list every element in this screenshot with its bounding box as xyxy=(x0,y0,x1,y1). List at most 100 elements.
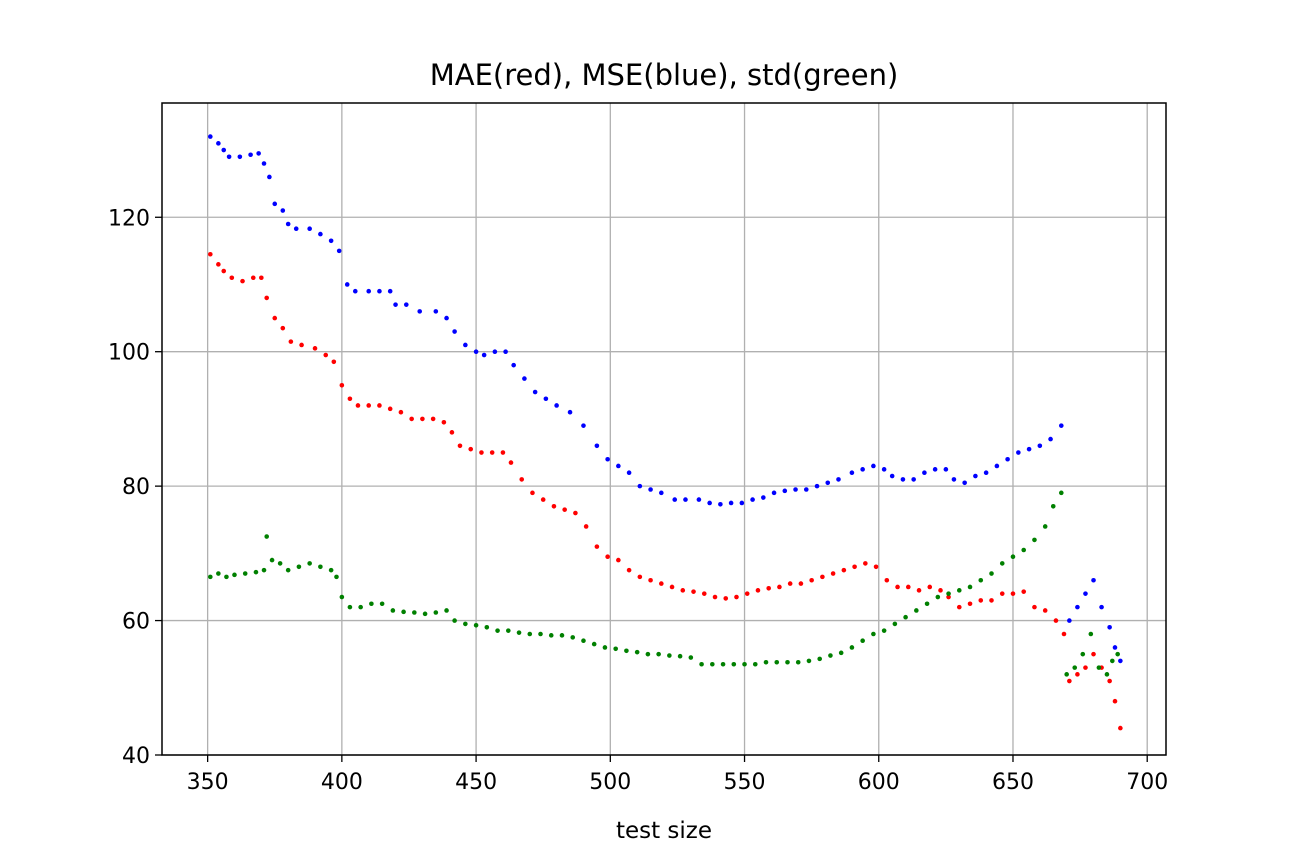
data-point xyxy=(763,659,769,665)
data-point xyxy=(820,574,825,580)
data-point xyxy=(401,609,406,615)
data-point xyxy=(728,500,734,506)
data-point xyxy=(412,610,417,615)
data-point xyxy=(916,588,922,593)
data-point xyxy=(787,581,793,586)
data-point xyxy=(967,584,973,590)
data-point xyxy=(548,633,554,638)
data-point xyxy=(989,598,994,603)
data-point xyxy=(889,473,895,479)
data-point xyxy=(814,483,820,489)
data-point xyxy=(403,302,409,307)
data-point xyxy=(696,497,702,502)
data-point xyxy=(774,659,780,665)
data-point xyxy=(1075,604,1080,610)
data-point xyxy=(323,352,329,358)
data-point xyxy=(1026,446,1032,452)
data-point xyxy=(221,147,227,153)
data-point xyxy=(387,288,393,294)
data-point xyxy=(707,500,712,506)
series-0 xyxy=(208,134,1123,664)
data-point xyxy=(433,610,439,615)
data-point xyxy=(452,329,457,334)
data-point xyxy=(581,638,586,644)
data-point xyxy=(712,594,718,600)
data-point xyxy=(1005,456,1010,462)
data-point xyxy=(680,588,686,593)
data-point xyxy=(285,567,291,573)
data-point xyxy=(463,342,468,348)
data-point xyxy=(798,581,804,586)
data-point xyxy=(551,504,557,509)
data-point xyxy=(328,238,334,244)
data-point xyxy=(605,456,610,462)
x-tick-label: 650 xyxy=(992,770,1034,795)
data-point xyxy=(900,477,906,482)
data-point xyxy=(860,467,865,472)
data-point xyxy=(339,594,345,600)
data-point xyxy=(731,661,737,667)
data-point xyxy=(285,221,291,227)
data-point xyxy=(771,490,777,496)
data-point xyxy=(983,470,989,475)
data-point xyxy=(293,226,299,231)
data-point xyxy=(710,661,715,667)
data-point xyxy=(430,416,436,422)
data-point xyxy=(506,628,511,633)
data-point xyxy=(659,581,664,586)
data-point xyxy=(1050,504,1056,509)
data-point xyxy=(463,621,468,627)
data-point xyxy=(849,470,855,475)
data-point xyxy=(836,477,841,482)
data-point xyxy=(1083,591,1088,596)
data-point xyxy=(962,480,967,486)
data-point xyxy=(744,591,750,596)
data-point xyxy=(347,604,353,610)
series-1 xyxy=(208,251,1123,731)
y-tick-label: 100 xyxy=(108,341,150,366)
data-point xyxy=(484,624,490,630)
data-point xyxy=(208,574,213,580)
data-point xyxy=(1010,591,1016,596)
data-point xyxy=(594,443,600,449)
data-point xyxy=(299,342,304,348)
data-point xyxy=(1064,672,1069,677)
data-point xyxy=(677,653,683,659)
data-point xyxy=(232,572,237,578)
data-point xyxy=(956,588,962,593)
data-point xyxy=(583,524,589,529)
data-point xyxy=(277,561,283,566)
series-2 xyxy=(208,490,1120,677)
data-point xyxy=(387,406,393,412)
data-point xyxy=(398,409,404,415)
data-point xyxy=(377,403,382,408)
data-point xyxy=(253,569,259,575)
data-point xyxy=(616,557,621,563)
data-point xyxy=(932,467,938,472)
data-point xyxy=(1107,678,1112,684)
plot-frame xyxy=(161,102,1167,756)
data-point xyxy=(849,645,855,650)
data-point xyxy=(672,497,678,502)
data-point xyxy=(946,591,951,596)
data-point xyxy=(519,477,525,482)
data-point xyxy=(256,151,261,156)
data-point xyxy=(495,628,500,633)
data-point xyxy=(331,359,337,365)
data-point xyxy=(473,622,479,628)
data-point xyxy=(500,450,506,455)
data-point xyxy=(699,661,704,667)
data-point xyxy=(280,208,286,213)
data-point xyxy=(924,601,930,607)
data-point xyxy=(417,309,423,314)
data-point xyxy=(1072,665,1078,670)
data-point xyxy=(967,601,973,607)
data-point xyxy=(1042,524,1048,529)
data-point xyxy=(648,577,653,583)
data-point xyxy=(683,497,688,502)
data-point xyxy=(616,463,621,469)
data-point xyxy=(766,586,771,591)
data-point xyxy=(441,419,447,425)
